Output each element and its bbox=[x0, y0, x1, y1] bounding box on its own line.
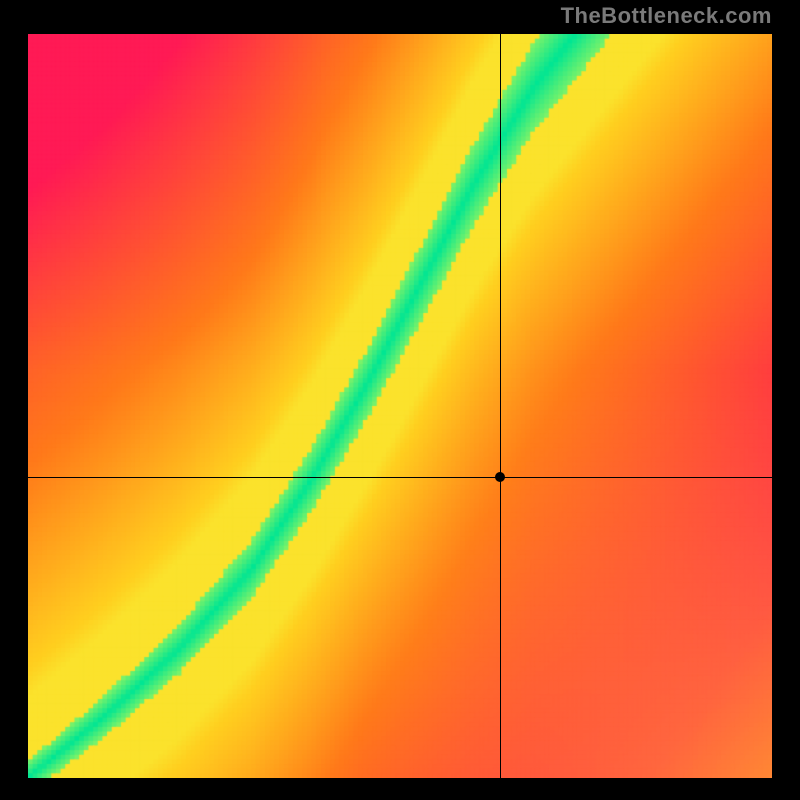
crosshair-horizontal bbox=[28, 477, 772, 478]
selection-marker bbox=[495, 472, 505, 482]
source-label: TheBottleneck.com bbox=[561, 3, 772, 29]
heatmap-chart bbox=[28, 34, 772, 778]
root: TheBottleneck.com bbox=[0, 0, 800, 800]
heatmap-canvas bbox=[28, 34, 772, 778]
crosshair-vertical bbox=[500, 34, 501, 778]
